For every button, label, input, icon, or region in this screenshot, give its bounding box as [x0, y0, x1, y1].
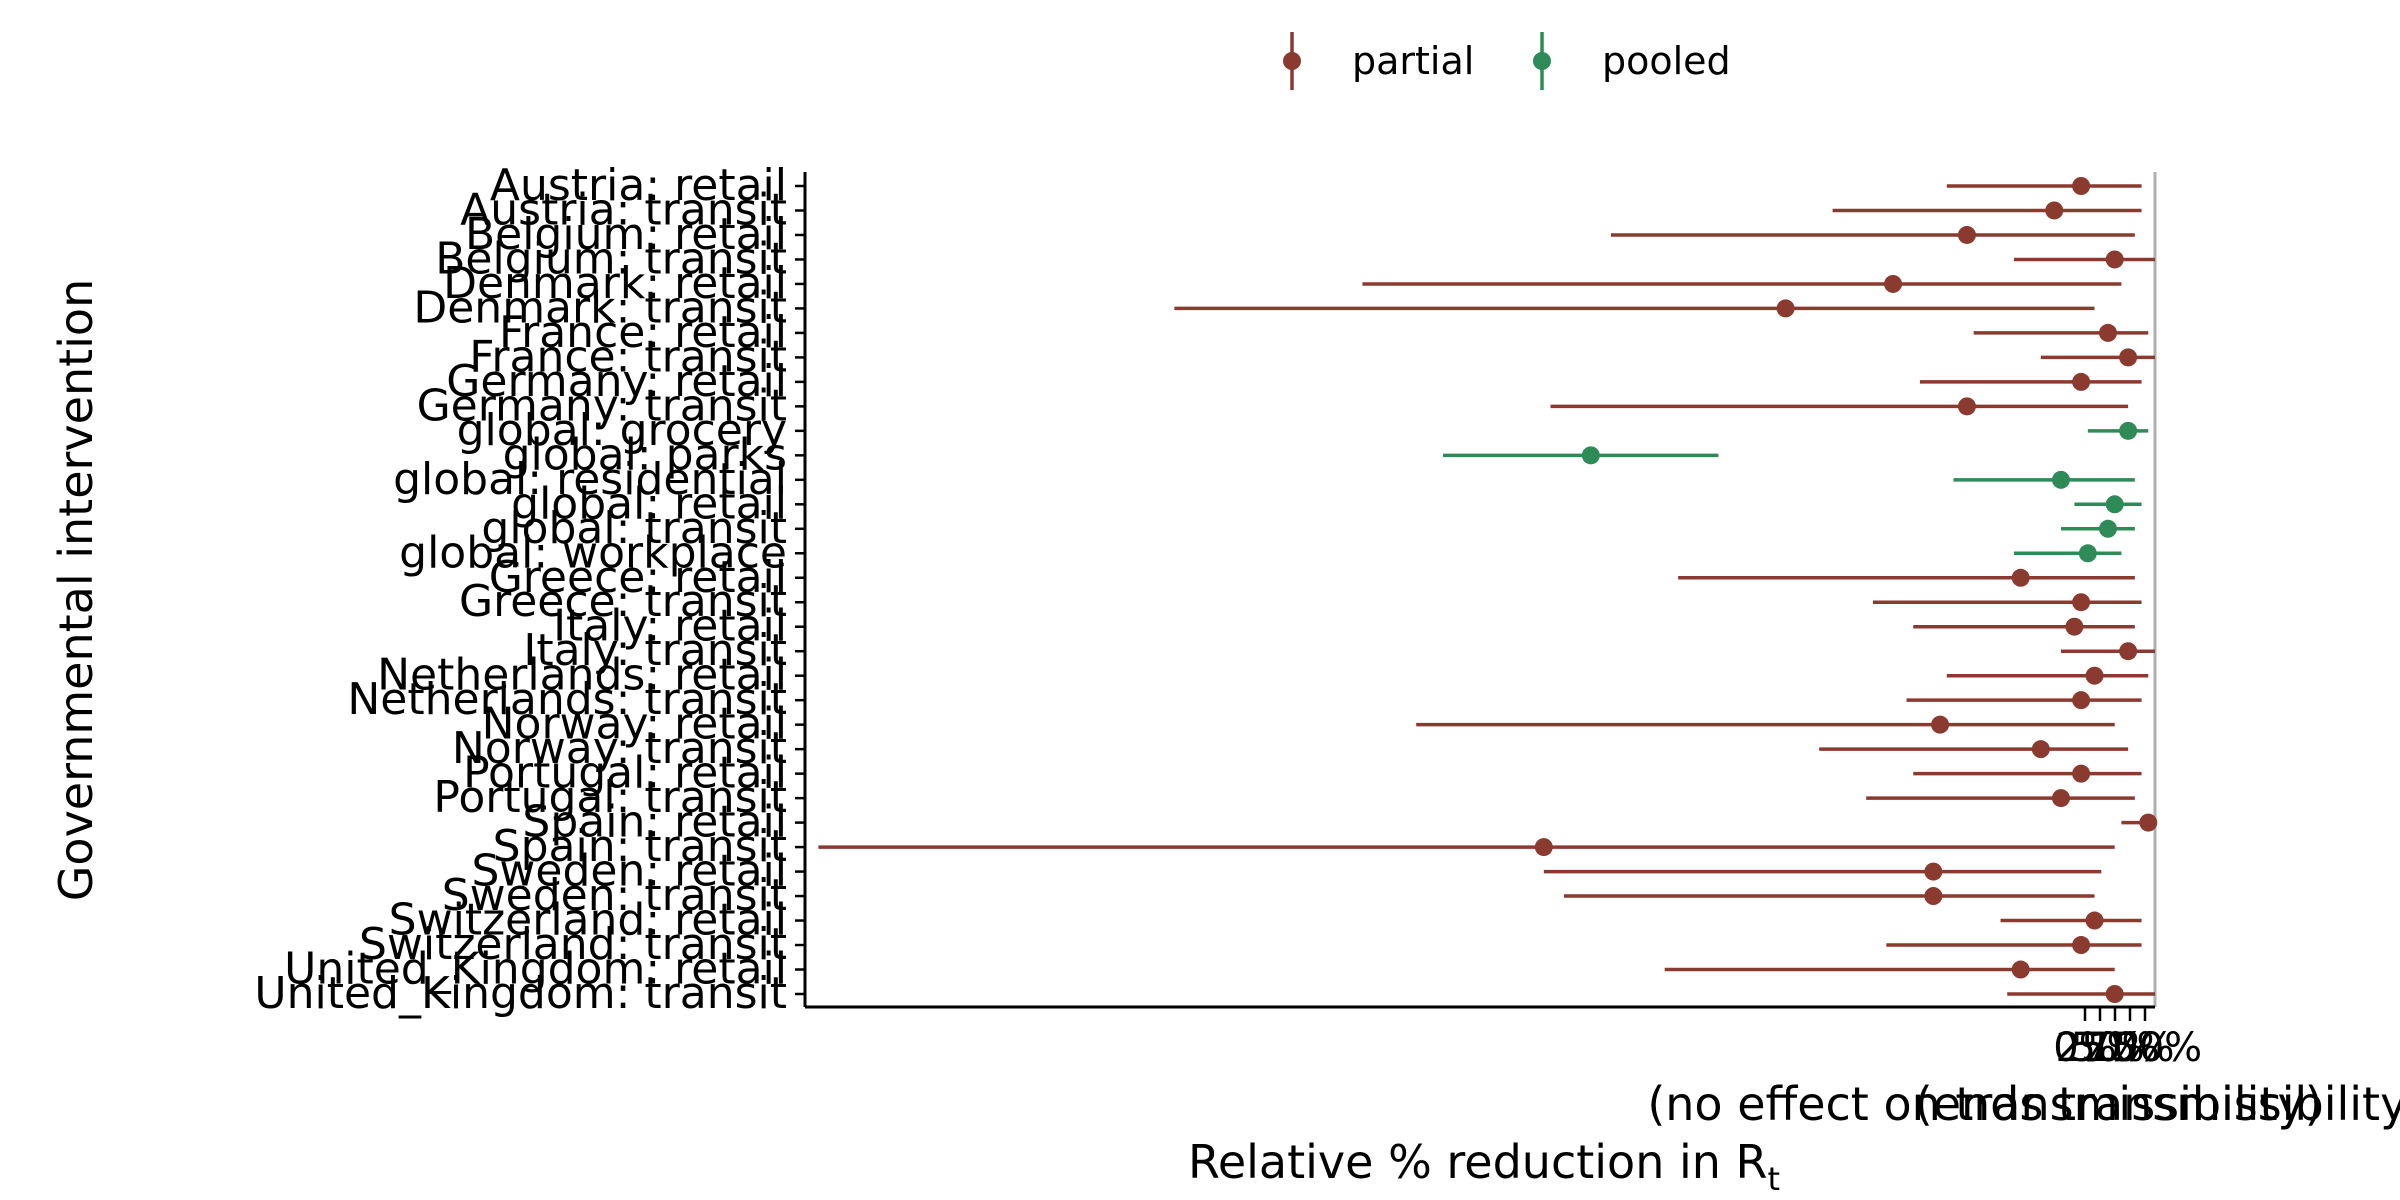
x-tick-note: (no effect on transmissibility) — [1647, 1077, 2322, 1131]
y-tick-label: Denmark: retail — [443, 258, 787, 309]
y-tick-label: global: retail — [511, 478, 787, 529]
y-tick-label: France: transit — [469, 331, 787, 382]
point-estimate — [2085, 666, 2104, 685]
y-tick-label: global: parks — [503, 429, 787, 480]
y-tick-label: Austria: transit — [460, 184, 787, 235]
point-estimate — [2072, 936, 2091, 955]
x-axis-title: Relative % reduction in Rt — [1188, 1135, 1780, 1198]
x-axis-title-main: Relative % reduction in R — [1188, 1135, 1768, 1189]
legend-item-partial: partial — [1283, 32, 1474, 90]
point-estimate — [1957, 225, 1976, 244]
y-tick-label: global: workplace — [399, 527, 787, 578]
point-estimate — [2119, 348, 2138, 367]
point-estimate — [1534, 838, 1553, 857]
point-estimate — [1884, 274, 1903, 293]
point-estimate — [1776, 299, 1795, 318]
point-estimate — [2072, 593, 2091, 612]
y-tick-label: Italy: retail — [553, 601, 787, 652]
y-tick-label: Switzerland: retail — [389, 895, 787, 946]
point-estimate — [2072, 691, 2091, 710]
point-estimate — [2139, 813, 2158, 832]
point-estimate — [2051, 789, 2070, 808]
y-tick-label: Switzerland: transit — [359, 919, 787, 970]
y-tick-label: Sweden: transit — [442, 870, 787, 921]
point-estimate — [2098, 323, 2117, 342]
point-estimate — [2119, 642, 2138, 661]
y-tick-label: Spain: transit — [493, 821, 787, 872]
point-estimate — [2098, 519, 2117, 538]
point-estimate — [2011, 568, 2030, 587]
x-tick-label: 50% — [2071, 1025, 2160, 1071]
point-estimate — [2078, 544, 2097, 563]
point-estimate — [2119, 421, 2138, 440]
x-axis-title-subscript: t — [1768, 1160, 1781, 1198]
y-tick-label: global: residential — [393, 454, 787, 505]
legend-label: partial — [1352, 39, 1474, 83]
point-estimate — [2072, 764, 2091, 783]
point-estimate — [2045, 201, 2064, 220]
point-estimate — [2031, 740, 2050, 759]
point-estimate — [1931, 715, 1950, 734]
y-tick-label: Spain: retail — [522, 797, 787, 848]
x-tick-label: 25% — [2056, 1025, 2145, 1071]
y-tick-label: Portugal: retail — [463, 748, 787, 799]
point-estimate — [2072, 177, 2091, 195]
y-tick-label: United_Kingdom: transit — [254, 968, 787, 1019]
y-axis-title: Governmental intervention — [49, 279, 103, 901]
point-estimate — [1581, 446, 1600, 465]
y-tick-label: France: retail — [499, 307, 787, 358]
plot-area — [818, 172, 2158, 1007]
legend: partial pooled — [1283, 32, 1731, 90]
point-estimate — [2105, 250, 2124, 269]
x-tick-label: 100% — [2088, 1025, 2202, 1071]
point-estimate — [2065, 617, 2084, 636]
y-tick-label: Portugal: transit — [433, 772, 787, 823]
y-tick-label: Italy: transit — [523, 625, 787, 676]
y-tick-label: Sweden: retail — [471, 846, 787, 897]
point-estimate — [2072, 372, 2091, 391]
y-tick-label: global: transit — [481, 503, 787, 554]
y-tick-label: Belgium: transit — [435, 233, 787, 284]
point-estimate — [2105, 985, 2124, 1003]
y-tick-label: Austria: retail — [490, 160, 787, 211]
point-estimate — [2105, 495, 2124, 514]
x-tick-note: (ends transmissibility) — [1915, 1077, 2400, 1131]
legend-key-point — [1533, 52, 1551, 70]
legend-label: pooled — [1602, 39, 1731, 83]
legend-item-pooled: pooled — [1533, 32, 1731, 90]
point-estimate — [1957, 397, 1976, 416]
point-estimate — [2085, 911, 2104, 930]
point-estimate — [1924, 887, 1943, 906]
x-tick-label: 75% — [2086, 1025, 2175, 1071]
y-tick-label: United_Kingdom: retail — [284, 944, 787, 995]
y-tick-label: Germany: retail — [446, 356, 787, 407]
y-tick-label: Netherlands: transit — [347, 674, 787, 725]
y-tick-label: global: grocery — [457, 405, 787, 456]
y-tick-label: Germany: transit — [417, 380, 787, 431]
y-tick-label: Norway: retail — [482, 699, 787, 750]
y-tick-label: Denmark: transit — [413, 282, 787, 333]
point-estimate — [2011, 960, 2030, 979]
y-tick-label: Greece: transit — [459, 576, 787, 627]
y-tick-label: Belgium: retail — [465, 209, 787, 260]
point-estimate — [2051, 470, 2070, 489]
x-tick-label: 0% — [2053, 1025, 2116, 1071]
y-tick-label: Netherlands: retail — [377, 650, 787, 701]
y-tick-label: Greece: retail — [489, 552, 787, 603]
legend-key-point — [1283, 52, 1301, 70]
point-estimate — [1924, 862, 1943, 881]
x-axis: 0%25%50%75%100% (no effect on transmissib… — [805, 1005, 2400, 1131]
y-tick-label: Norway: transit — [452, 723, 787, 774]
